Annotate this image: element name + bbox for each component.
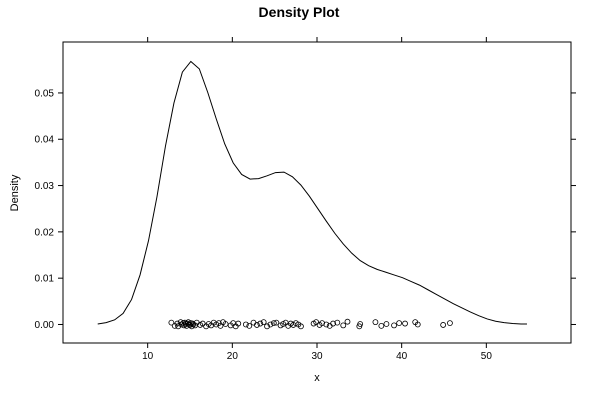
- y-axis: 0.00 0.01 0.02 0.03 0.04 0.05: [35, 88, 576, 331]
- rug-point: [260, 319, 267, 326]
- y-tick-label: 0.02: [35, 227, 55, 238]
- y-axis-label: Density: [9, 174, 21, 211]
- rug-point: [168, 319, 175, 326]
- rug-point: [264, 323, 270, 330]
- rug-point: [270, 320, 277, 326]
- rug-point: [378, 322, 385, 329]
- rug-point: [298, 323, 304, 330]
- x-tick-label: 30: [311, 351, 323, 362]
- y-tick-label: 0.05: [35, 88, 55, 99]
- rug-point: [344, 318, 351, 325]
- rug-point: [199, 320, 206, 327]
- rug-point: [235, 320, 242, 327]
- rug-point: [323, 321, 330, 328]
- rug-point: [178, 321, 185, 328]
- x-tick-label: 50: [481, 351, 493, 362]
- rug-point: [383, 321, 390, 327]
- rug-point: [267, 321, 274, 328]
- rug-point: [273, 319, 280, 326]
- series-layer: [97, 60, 527, 330]
- rug-point: [402, 320, 408, 327]
- rug-point: [372, 319, 379, 326]
- rug-point: [313, 319, 320, 326]
- rug-point: [334, 319, 341, 326]
- x-tick-label: 40: [396, 351, 408, 362]
- x-axis: 10 20 30 40 50: [142, 37, 492, 362]
- rug-point: [330, 320, 336, 327]
- rug-point: [391, 322, 397, 329]
- x-tick-label: 10: [142, 351, 154, 362]
- chart-title: Density Plot: [259, 4, 340, 20]
- rug-point: [246, 322, 253, 329]
- density-curve: [97, 60, 527, 325]
- x-axis-label: x: [314, 372, 320, 384]
- rug-point: [242, 321, 249, 328]
- rug-point: [222, 321, 229, 327]
- rug-point: [396, 320, 403, 326]
- y-tick-label: 0.04: [35, 135, 55, 146]
- rug-point: [340, 322, 347, 329]
- rug-point: [447, 320, 453, 326]
- y-tick-label: 0.03: [35, 181, 55, 192]
- rug-point: [188, 323, 195, 330]
- rug-point: [175, 323, 182, 330]
- y-tick-label: 0.01: [35, 274, 55, 285]
- y-tick-label: 0.00: [35, 320, 55, 331]
- rug-point: [257, 320, 264, 327]
- x-tick-label: 20: [227, 351, 239, 362]
- rug-point: [174, 320, 181, 327]
- rug-point: [319, 320, 325, 326]
- rug-point: [357, 321, 364, 327]
- plot-frame: [62, 41, 572, 344]
- rug-point: [440, 322, 447, 328]
- rug-point: [414, 321, 421, 328]
- rug-point: [253, 322, 260, 328]
